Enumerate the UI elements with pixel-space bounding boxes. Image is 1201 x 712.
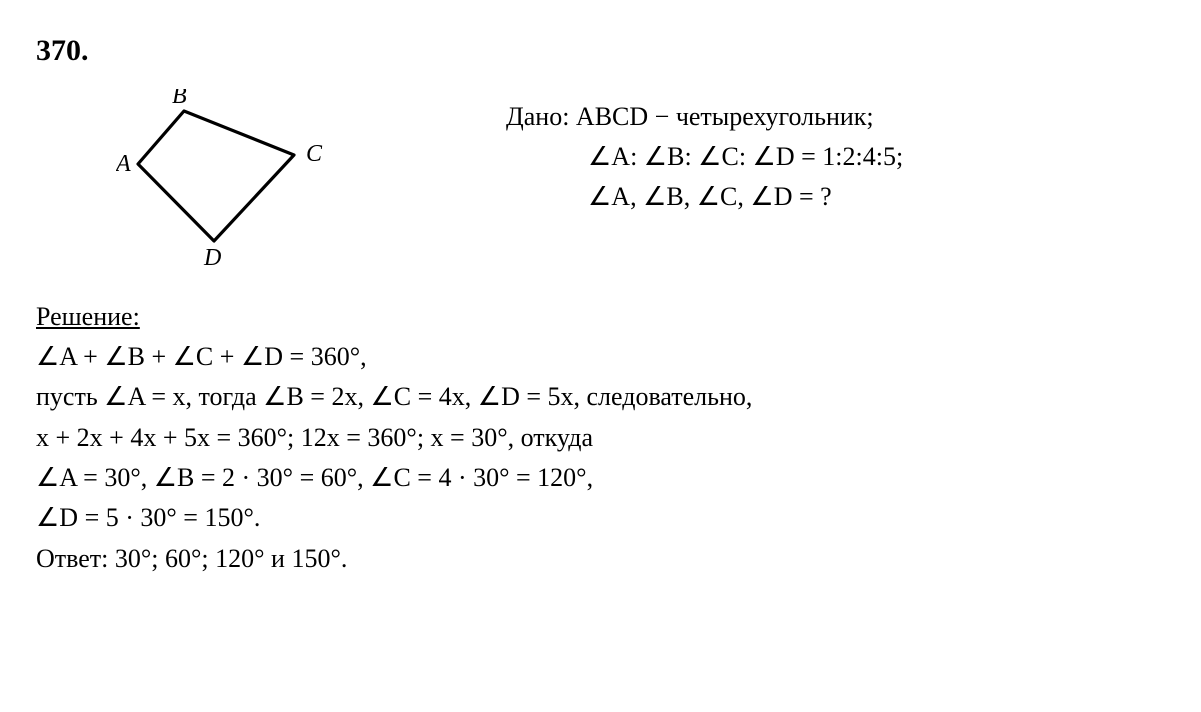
vertex-label-c: C <box>306 141 323 167</box>
quadrilateral-figure: A B C D <box>116 89 336 279</box>
figure-container: A B C D <box>36 83 396 291</box>
top-row: A B C D Дано: ABCD − четырехугольник; ∠A: ∠… <box>36 83 1165 291</box>
given-line-2: ∠A: ∠B: ∠C: ∠D = 1:2:4:5; <box>506 137 903 177</box>
solution-line-2: пусть ∠A = x, тогда ∠B = 2x, ∠C = 4x, ∠D… <box>36 377 1165 417</box>
answer-line: Ответ: 30°; 60°; 120° и 150°. <box>36 539 1165 579</box>
vertex-label-a: A <box>116 151 131 177</box>
solution-line-3: x + 2x + 4x + 5x = 360°; 12x = 360°; x =… <box>36 418 1165 458</box>
given-line-3: ∠A, ∠B, ∠C, ∠D = ? <box>506 177 903 217</box>
vertex-label-b: B <box>172 89 187 109</box>
vertex-label-d: D <box>203 245 221 271</box>
given-line-1: Дано: ABCD − четырехугольник; <box>506 97 903 137</box>
solution-line-1: ∠A + ∠B + ∠C + ∠D = 360°, <box>36 337 1165 377</box>
given-block: Дано: ABCD − четырехугольник; ∠A: ∠B: ∠C… <box>506 83 903 218</box>
solution-line-4: ∠A = 30°, ∠B = 2 · 30° = 60°, ∠C = 4 · 3… <box>36 458 1165 498</box>
quadrilateral-shape <box>138 111 294 241</box>
problem-number: 370. <box>36 28 1165 75</box>
solution-line-5: ∠D = 5 · 30° = 150°. <box>36 498 1165 538</box>
solution-label: Решение: <box>36 297 1165 337</box>
